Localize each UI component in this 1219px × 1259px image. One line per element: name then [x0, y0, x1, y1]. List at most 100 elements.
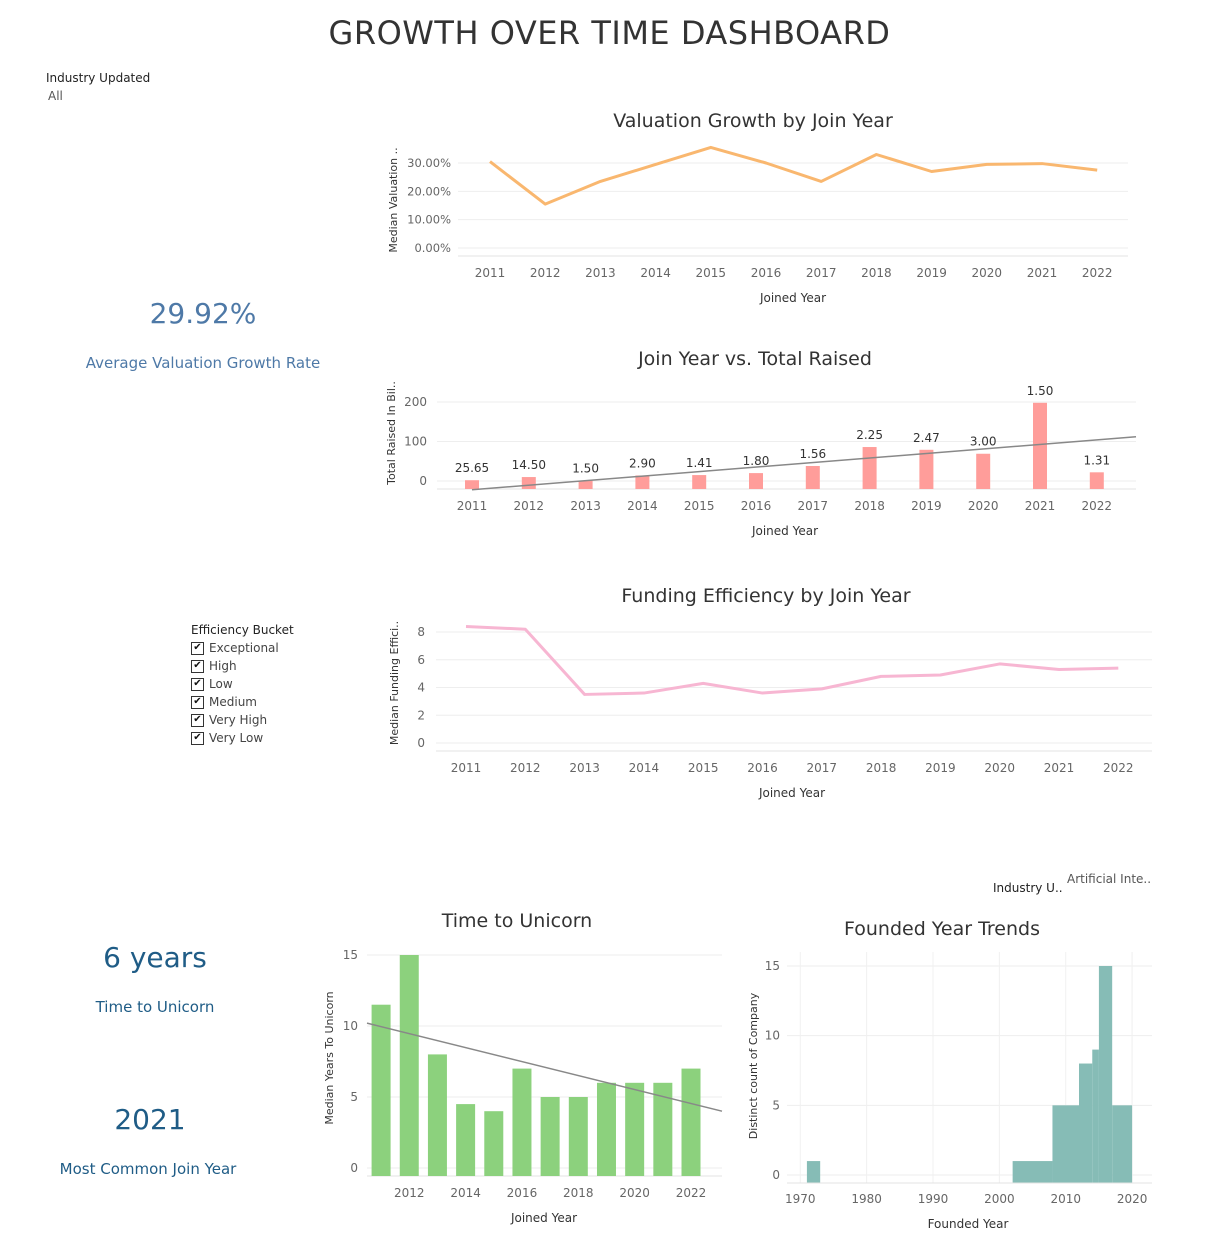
- founded-xtick-label: 1970: [785, 1192, 816, 1206]
- raised-data-label: 1.41: [686, 456, 713, 470]
- unicorn-bar: [399, 955, 419, 1176]
- founded-ytick-label: 5: [772, 1098, 780, 1112]
- checkbox-checked-icon[interactable]: ✔: [191, 713, 204, 727]
- raised-bar: [465, 480, 479, 489]
- unicorn-xtick-label: 2012: [394, 1186, 425, 1200]
- valuation-ytick-label: 20.00%: [407, 184, 451, 198]
- founded-xtick-label: 2020: [1117, 1192, 1148, 1206]
- valuation-xtick-label: 2018: [861, 266, 892, 280]
- unicorn-xtick-label: 2022: [676, 1186, 707, 1200]
- unicorn-xaxis-title: Joined Year: [510, 1211, 577, 1225]
- raised-ytick-label: 0: [419, 474, 427, 488]
- raised-data-label: 2.90: [629, 456, 656, 470]
- efficiency-xtick-label: 2021: [1044, 761, 1075, 775]
- founded-xtick-label: 1990: [918, 1192, 949, 1206]
- efficiency-legend-label: Medium: [209, 695, 257, 709]
- kpi-growth-value: 29.92%: [149, 297, 257, 330]
- efficiency-legend-item[interactable]: ✔ Exceptional: [191, 639, 294, 657]
- unicorn-ytick-label: 15: [343, 948, 358, 962]
- raised-bar: [635, 475, 650, 489]
- valuation-ytick-label: 10.00%: [407, 213, 451, 227]
- efficiency-legend-label: Very Low: [209, 731, 264, 745]
- efficiency-legend-item[interactable]: ✔ Very High: [191, 711, 294, 729]
- unicorn-bar: [568, 1097, 588, 1176]
- raised-xtick-label: 2020: [968, 499, 999, 513]
- efficiency-ytick-label: 4: [417, 681, 425, 695]
- raised-bar: [749, 473, 763, 489]
- unicorn-bar: [484, 1111, 504, 1176]
- raised-xtick-label: 2016: [741, 499, 772, 513]
- checkbox-checked-icon[interactable]: ✔: [191, 731, 204, 745]
- efficiency-legend-item[interactable]: ✔ High: [191, 657, 294, 675]
- founded-xtick-label: 1980: [851, 1192, 882, 1206]
- unicorn-bar: [596, 1082, 616, 1176]
- raised-bar: [521, 477, 536, 489]
- efficiency-legend-label: Very High: [209, 713, 268, 727]
- raised-chart-title: Join Year vs. Total Raised: [638, 348, 872, 370]
- kpi-join-year-label: Most Common Join Year: [59, 1160, 237, 1178]
- raised-xtick-label: 2022: [1082, 499, 1113, 513]
- efficiency-legend-item[interactable]: ✔ Medium: [191, 693, 294, 711]
- unicorn-chart-title: Time to Unicorn: [441, 910, 593, 932]
- efficiency-xtick-label: 2020: [984, 761, 1015, 775]
- efficiency-xtick-label: 2011: [451, 761, 482, 775]
- valuation-xtick-label: 2020: [972, 266, 1003, 280]
- founded-chart-title: Founded Year Trends: [844, 918, 1040, 940]
- founded-xtick-label: 2010: [1050, 1192, 1081, 1206]
- unicorn-bar: [540, 1097, 560, 1176]
- efficiency-series-line: [465, 624, 1119, 696]
- efficiency-ytick-label: 6: [417, 653, 425, 667]
- founded-yaxis-title: Distinct count of Company: [747, 992, 760, 1139]
- raised-bar: [805, 465, 820, 489]
- checkbox-checked-icon[interactable]: ✔: [191, 677, 204, 691]
- unicorn-bar: [625, 1082, 645, 1176]
- checkbox-checked-icon[interactable]: ✔: [191, 659, 204, 673]
- valuation-xaxis-title: Joined Year: [759, 291, 826, 305]
- founded-step-area: [1052, 1105, 1079, 1183]
- unicorn-bar: [427, 1054, 447, 1176]
- founded-ytick-label: 15: [765, 959, 780, 973]
- raised-bar: [976, 453, 991, 489]
- valuation-xtick-label: 2014: [640, 266, 671, 280]
- checkbox-checked-icon[interactable]: ✔: [191, 695, 204, 709]
- efficiency-legend-label: Low: [209, 677, 233, 691]
- efficiency-chart-title: Funding Efficiency by Join Year: [621, 585, 911, 607]
- raised-ytick-label: 200: [404, 395, 427, 409]
- founded-step-area: [1079, 1063, 1093, 1183]
- unicorn-bar: [653, 1082, 673, 1176]
- dashboard-title: GROWTH OVER TIME DASHBOARD: [328, 14, 891, 52]
- raised-data-label: 1.50: [572, 462, 599, 476]
- efficiency-bucket-legend: Efficiency Bucket ✔ Exceptional ✔ High ✔ Low ✔…: [191, 623, 294, 747]
- efficiency-ytick-label: 2: [417, 708, 425, 722]
- checkbox-checked-icon[interactable]: ✔: [191, 641, 204, 655]
- founded-step-area: [1012, 1161, 1053, 1183]
- founded-step-area: [1098, 966, 1113, 1183]
- efficiency-xtick-label: 2019: [925, 761, 956, 775]
- raised-data-label: 25.65: [455, 461, 489, 475]
- valuation-xtick-label: 2012: [530, 266, 561, 280]
- raised-data-label: 3.00: [970, 435, 997, 449]
- efficiency-legend-item[interactable]: ✔ Very Low: [191, 729, 294, 747]
- unicorn-xtick-label: 2014: [450, 1186, 481, 1200]
- efficiency-xtick-label: 2012: [510, 761, 541, 775]
- kpi-growth-label: Average Valuation Growth Rate: [85, 354, 321, 372]
- efficiency-xtick-label: 2014: [629, 761, 660, 775]
- industry-filter-2-value[interactable]: Artificial Inte..: [1067, 872, 1152, 886]
- efficiency-ytick-label: 0: [417, 736, 425, 750]
- unicorn-trend-line: [366, 1022, 723, 1112]
- efficiency-legend-title: Efficiency Bucket: [191, 623, 294, 637]
- raised-data-label: 1.56: [799, 447, 826, 461]
- unicorn-yaxis-title: Median Years To Unicorn: [323, 991, 336, 1124]
- valuation-xtick-label: 2011: [475, 266, 506, 280]
- efficiency-legend-item[interactable]: ✔ Low: [191, 675, 294, 693]
- raised-bar: [862, 447, 877, 489]
- raised-xtick-label: 2017: [798, 499, 829, 513]
- efficiency-xtick-label: 2018: [866, 761, 897, 775]
- founded-step-area: [1092, 1049, 1099, 1183]
- industry-filter-value[interactable]: All: [48, 89, 63, 103]
- industry-filter-label: Industry Updated: [46, 71, 151, 85]
- valuation-ytick-label: 0.00%: [414, 241, 451, 255]
- raised-bar: [578, 480, 593, 489]
- valuation-series-line: [489, 145, 1098, 206]
